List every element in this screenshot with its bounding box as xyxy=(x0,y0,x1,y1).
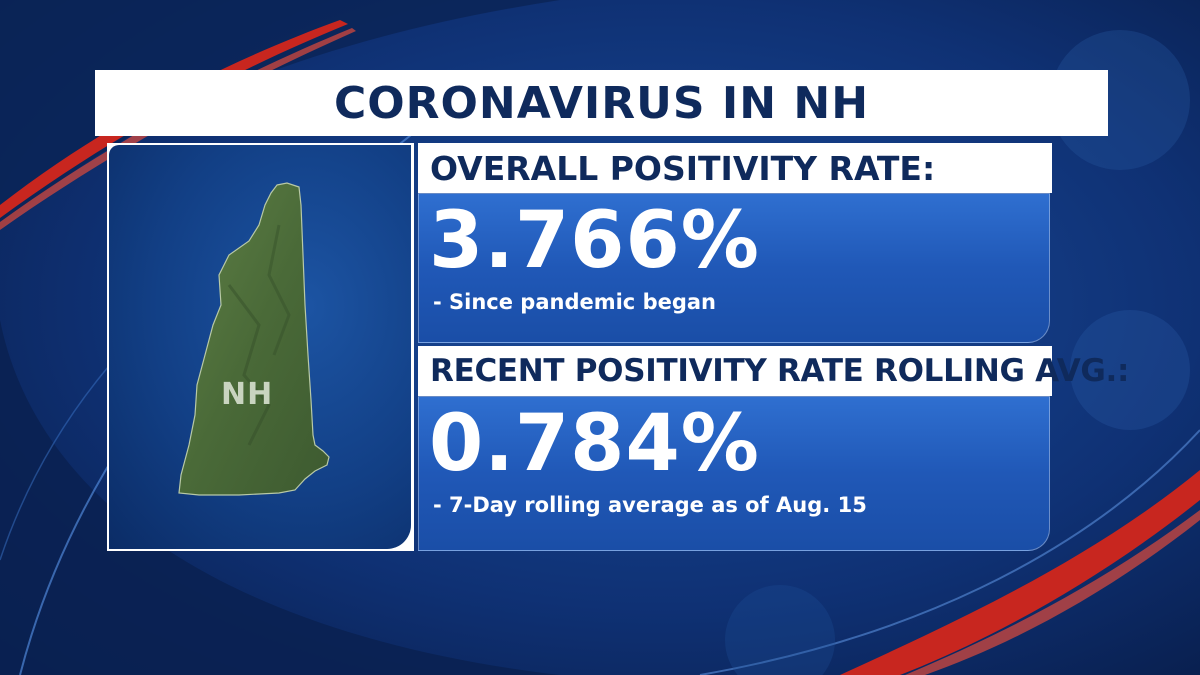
recent-label-bar: RECENT POSITIVITY RATE ROLLING AVG.: xyxy=(418,346,1129,396)
recent-label: RECENT POSITIVITY RATE ROLLING AVG.: xyxy=(430,353,1130,389)
recent-value: 0.784% xyxy=(429,399,760,489)
overall-label: OVERALL POSITIVITY RATE: xyxy=(430,148,936,188)
state-label: NH xyxy=(221,377,274,412)
page-title: CORONAVIRUS IN NH xyxy=(333,77,870,129)
overall-label-bar: OVERALL POSITIVITY RATE: xyxy=(418,143,1052,193)
overall-value-box: 3.766% - Since pandemic began xyxy=(418,193,1050,343)
title-banner: CORONAVIRUS IN NH xyxy=(95,70,1108,136)
recent-value-box: 0.784% - 7-Day rolling average as of Aug… xyxy=(418,396,1050,551)
overall-value: 3.766% xyxy=(429,196,760,286)
map-panel: NH xyxy=(107,143,414,551)
new-hampshire-map-icon xyxy=(178,182,330,496)
recent-note: - 7-Day rolling average as of Aug. 15 xyxy=(433,493,867,517)
map-background: NH xyxy=(109,145,411,549)
overall-note: - Since pandemic began xyxy=(433,290,716,314)
